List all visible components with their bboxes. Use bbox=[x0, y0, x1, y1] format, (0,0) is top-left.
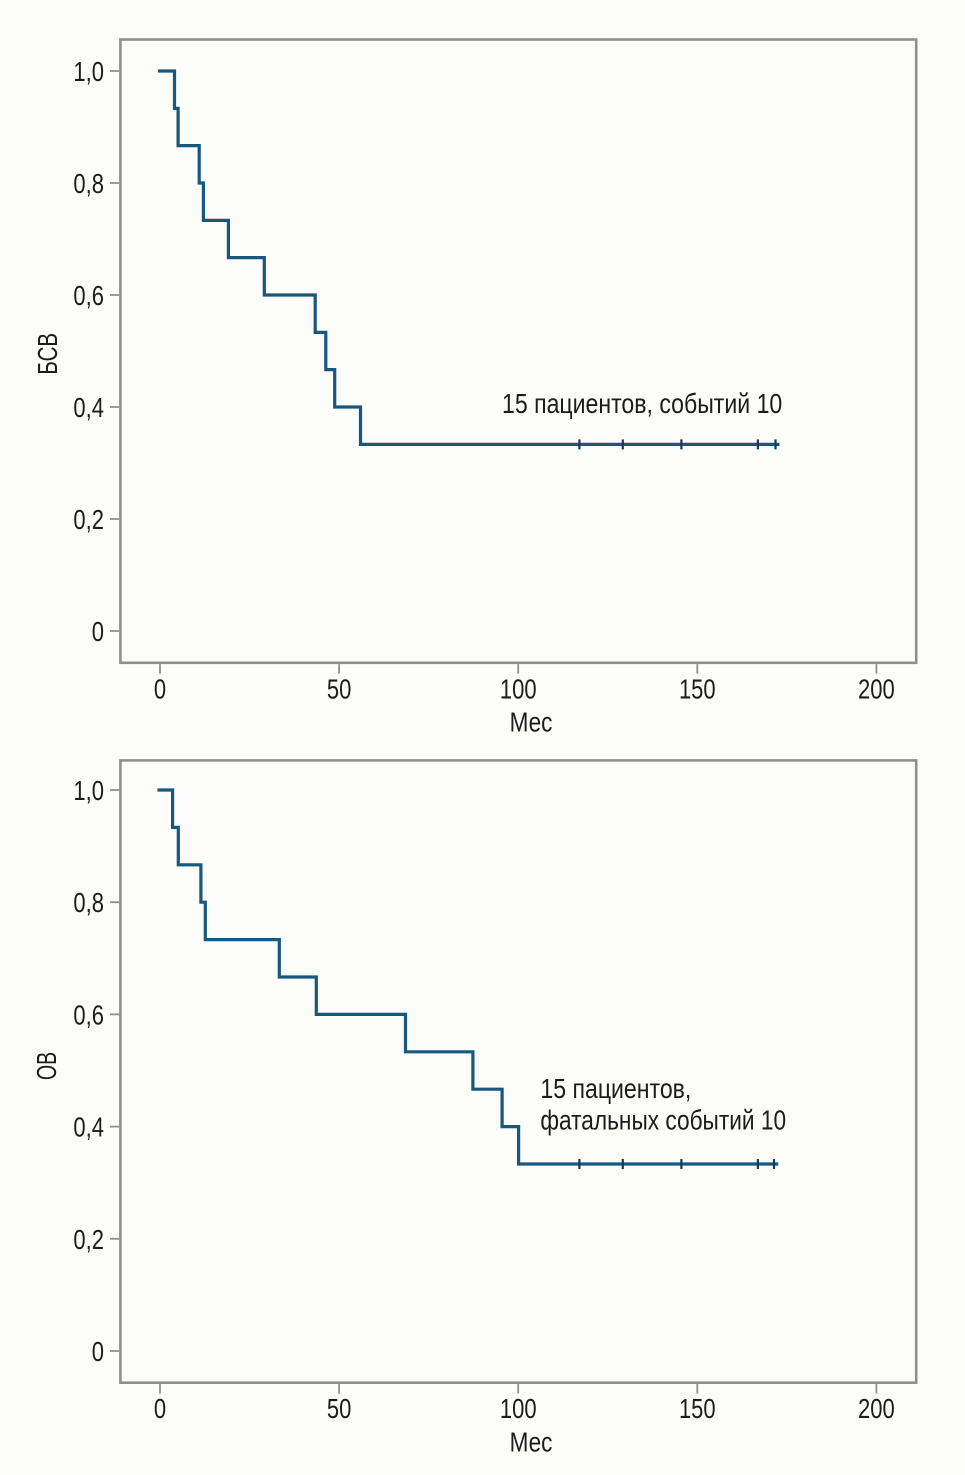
svg-text:0,6: 0,6 bbox=[73, 281, 104, 312]
svg-text:50: 50 bbox=[327, 1394, 351, 1425]
svg-text:Мес: Мес bbox=[510, 1427, 553, 1458]
svg-text:0: 0 bbox=[154, 674, 166, 705]
svg-text:100: 100 bbox=[500, 1394, 537, 1425]
svg-text:0,6: 0,6 bbox=[73, 1000, 104, 1031]
svg-text:1,0: 1,0 bbox=[73, 776, 104, 807]
svg-text:0,2: 0,2 bbox=[73, 505, 104, 536]
svg-text:БСВ: БСВ bbox=[33, 333, 64, 375]
svg-text:0,8: 0,8 bbox=[73, 888, 104, 919]
svg-text:0: 0 bbox=[92, 617, 104, 648]
svg-text:0: 0 bbox=[154, 1394, 166, 1425]
svg-text:15 пациентов, событий 10: 15 пациентов, событий 10 bbox=[502, 389, 782, 419]
svg-text:200: 200 bbox=[858, 1394, 895, 1425]
svg-text:15 пациентов,: 15 пациентов, bbox=[540, 1074, 691, 1104]
svg-text:50: 50 bbox=[327, 674, 351, 705]
svg-text:1,0: 1,0 bbox=[73, 57, 104, 88]
svg-text:фатальных событий 10: фатальных событий 10 bbox=[540, 1106, 786, 1137]
svg-text:150: 150 bbox=[679, 1394, 716, 1425]
svg-text:200: 200 bbox=[858, 674, 895, 705]
svg-text:0,2: 0,2 bbox=[73, 1225, 104, 1256]
svg-text:0,8: 0,8 bbox=[73, 169, 104, 200]
svg-text:Мес: Мес bbox=[510, 707, 553, 738]
svg-text:0: 0 bbox=[92, 1337, 104, 1368]
svg-text:150: 150 bbox=[679, 674, 716, 705]
svg-text:ОВ: ОВ bbox=[32, 1052, 63, 1080]
svg-text:0,4: 0,4 bbox=[73, 1112, 104, 1143]
svg-text:100: 100 bbox=[500, 674, 537, 705]
svg-text:0,4: 0,4 bbox=[73, 393, 104, 424]
